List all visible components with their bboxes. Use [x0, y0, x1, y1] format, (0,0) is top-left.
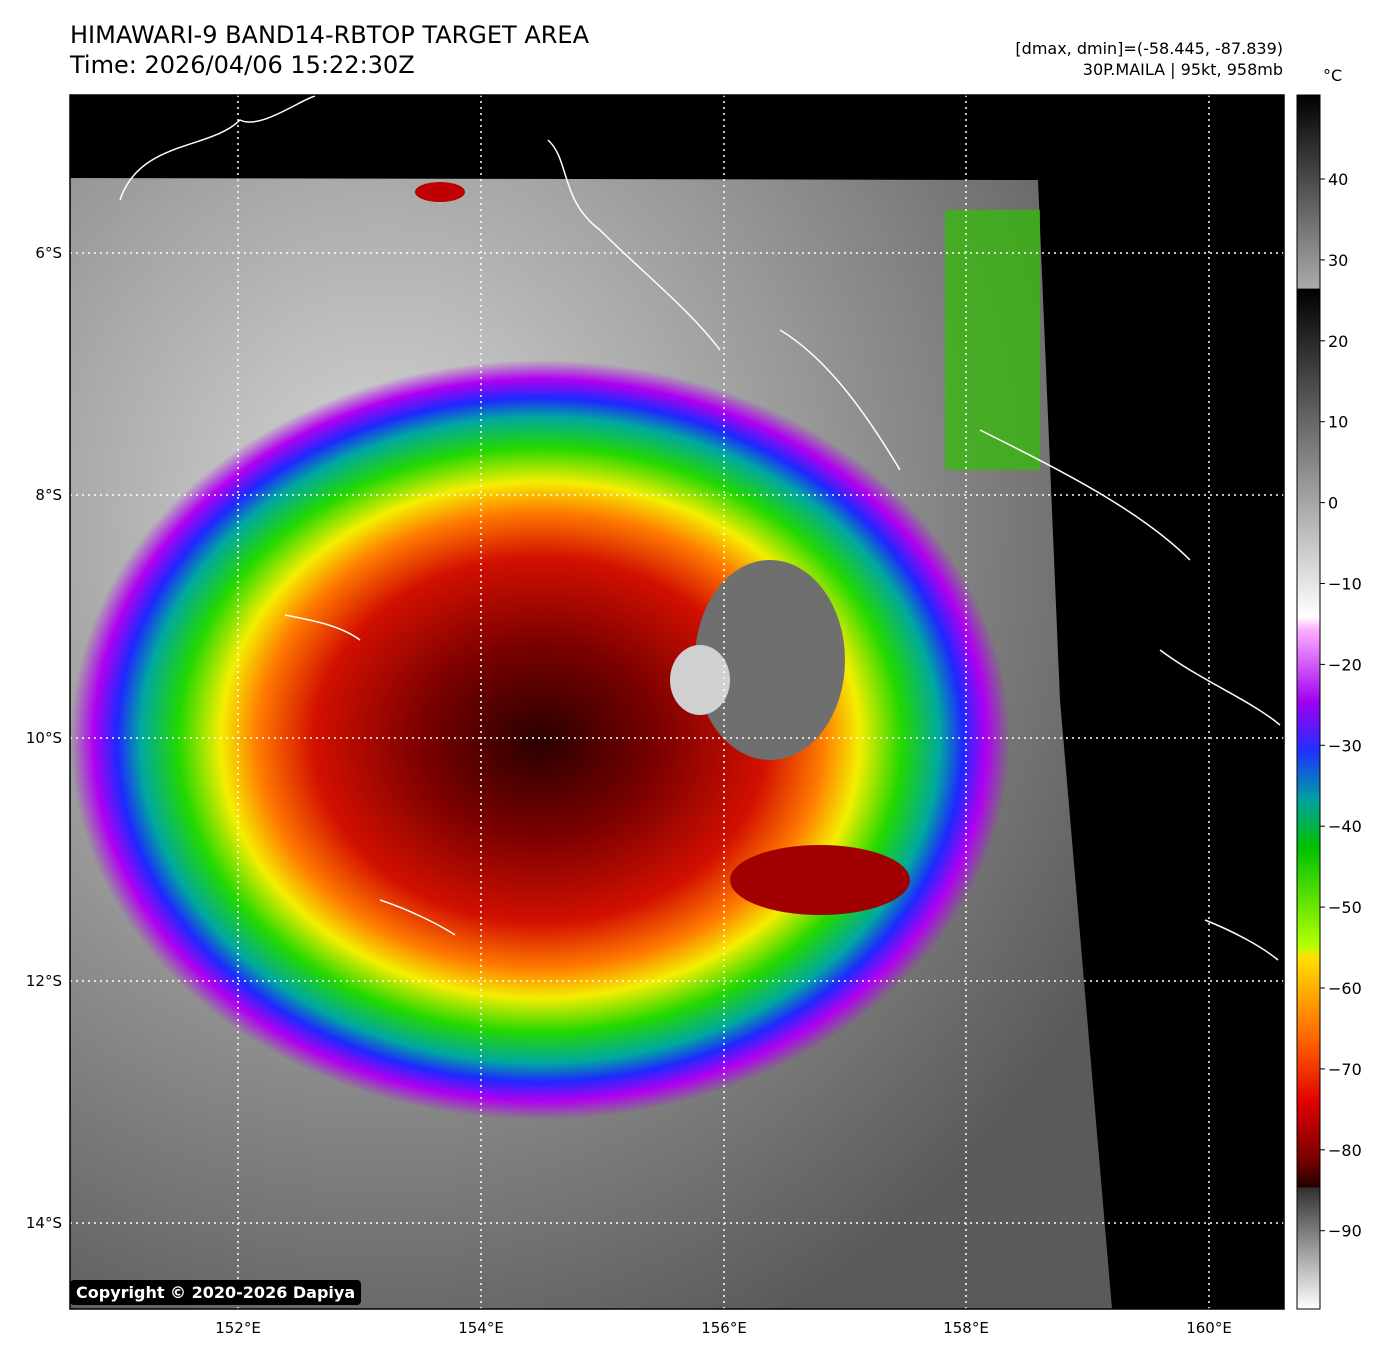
lon-label-160: 160°E: [1186, 1319, 1232, 1337]
coastline-santa-isabel: [979, 429, 1191, 561]
colorbar-tick-label: 0: [1328, 494, 1338, 513]
lon-label-158: 158°E: [943, 1319, 989, 1337]
colorbar-tick-label: −30: [1328, 736, 1362, 755]
lat-label-8s: 8°S: [35, 486, 62, 504]
storm-text: 30P.MAILA | 95kt, 958mb: [1082, 60, 1283, 79]
coastline-choiseul: [779, 329, 901, 471]
colorbar-tick-label: −10: [1328, 575, 1362, 594]
coastline-woodlark: [284, 614, 361, 641]
lat-label-12s: 12°S: [26, 972, 62, 990]
lon-label-154: 154°E: [458, 1319, 504, 1337]
colorbar-tick-label: −60: [1328, 979, 1362, 998]
coastline-louisiade: [379, 899, 456, 936]
colorbar-unit: °C: [1323, 66, 1343, 85]
cyclone-cloud-tops: [70, 360, 1010, 1120]
imagery: [70, 95, 1284, 1309]
coastlines: [119, 95, 1281, 961]
eye-region: [695, 560, 845, 760]
convective-band: [730, 845, 910, 915]
map-border: [69, 94, 1285, 1310]
copyright-badge: Copyright © 2020-2026 Dapiya: [70, 1280, 362, 1305]
coastline-guadalcanal: [1159, 649, 1281, 726]
chart-title: HIMAWARI-9 BAND14-RBTOP TARGET AREA Time…: [70, 20, 589, 80]
lon-label-152: 152°E: [215, 1319, 261, 1337]
coastline-new-britain: [119, 95, 316, 201]
title-line-2: Time: 2026/04/06 15:22:30Z: [70, 51, 415, 79]
graticule: [70, 95, 1284, 1309]
colorbar-tick-label: −80: [1328, 1141, 1362, 1160]
lon-label-156: 156°E: [701, 1319, 747, 1337]
range-text: [dmax, dmin]=(-58.445, -87.839): [1015, 39, 1283, 58]
coastline-bougainville: [547, 139, 721, 351]
coastline-rennell: [1204, 919, 1279, 961]
colorbar-tick-label: −20: [1328, 655, 1362, 674]
colorbar-tick-label: −40: [1328, 817, 1362, 836]
title-line-1: HIMAWARI-9 BAND14-RBTOP TARGET AREA: [70, 21, 590, 49]
colorbar-tick-label: −70: [1328, 1060, 1362, 1079]
colorbar-tick-label: 40: [1328, 170, 1348, 189]
storm-info: [dmax, dmin]=(-58.445, -87.839) 30P.MAIL…: [1015, 38, 1283, 80]
colorbar-tick-label: −50: [1328, 898, 1362, 917]
colorbar-ticks: 40 30 20 10 0 −10 −20 −30 −40 −50 −60 −70 −80 −90: [1320, 170, 1362, 1241]
colorbar-tick-label: 10: [1328, 413, 1348, 432]
north-cell: [415, 182, 465, 202]
colorbar: [1296, 94, 1321, 1310]
colorbar-tick-label: 30: [1328, 251, 1348, 270]
lat-label-10s: 10°S: [26, 729, 62, 747]
colorbar-tick-label: −90: [1328, 1222, 1362, 1241]
lat-label-6s: 6°S: [35, 244, 62, 262]
lat-label-14s: 14°S: [26, 1214, 62, 1232]
northeast-convection: [945, 210, 1040, 470]
colorbar-tick-label: 20: [1328, 332, 1348, 351]
eye-center: [670, 645, 730, 715]
